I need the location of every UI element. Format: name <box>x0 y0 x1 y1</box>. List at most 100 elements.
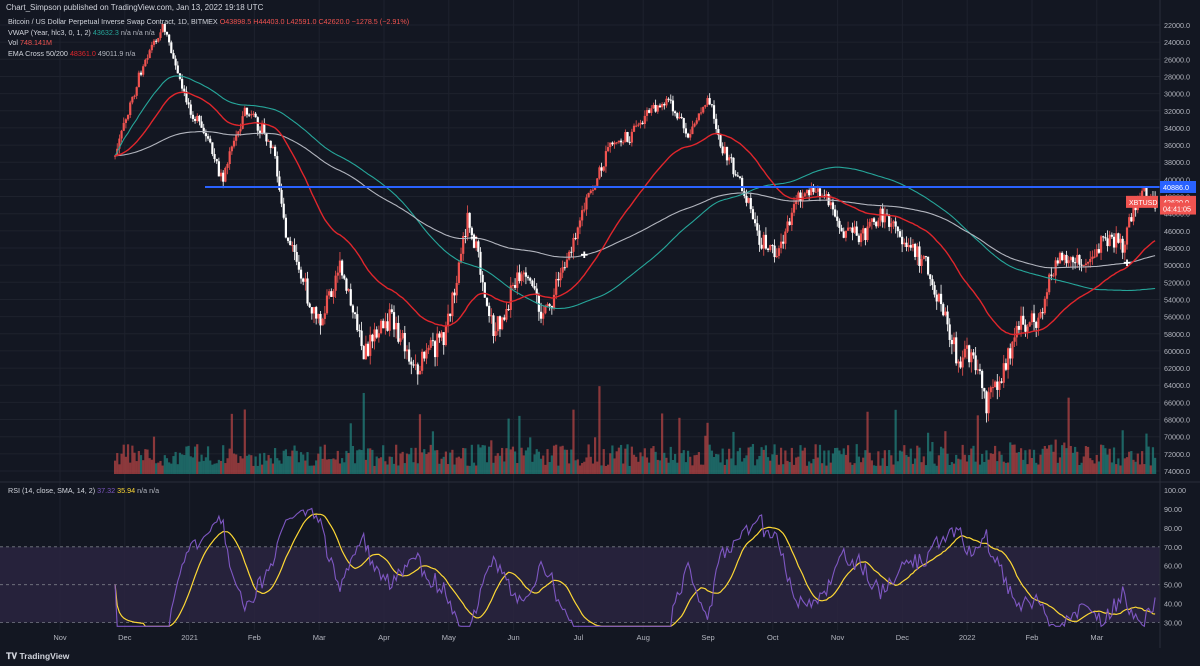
candle-body <box>961 357 964 368</box>
candle-body <box>615 142 618 144</box>
volume-bar <box>719 462 722 474</box>
candle-body <box>215 159 218 162</box>
candle-body <box>719 135 722 147</box>
ema-name[interactable]: EMA Cross 50/200 <box>8 48 68 58</box>
candle-body <box>600 167 603 171</box>
candle-body <box>196 115 199 121</box>
price-tick-label: 74000.0 <box>1164 467 1190 476</box>
vwap-name[interactable]: VWAP (Year, hlc3, 0, 1, 2) <box>8 27 91 37</box>
candle-body <box>390 309 393 313</box>
candle-body <box>122 122 125 131</box>
volume-bar <box>224 463 227 474</box>
volume-bar <box>459 458 463 474</box>
candle-body <box>265 132 268 142</box>
candle-body <box>842 231 845 238</box>
candle-body <box>773 245 776 258</box>
volume-bar <box>1078 464 1081 474</box>
candle-body <box>831 202 835 210</box>
candle-body <box>384 321 387 329</box>
volume-bar <box>782 464 785 474</box>
candle-body <box>814 191 817 193</box>
volume-bar <box>615 451 618 474</box>
candle-body <box>429 340 432 348</box>
candle-body <box>181 78 184 89</box>
candle-body <box>317 313 320 319</box>
candle-body <box>485 297 489 306</box>
candle-body <box>624 132 627 143</box>
candle-body <box>1097 249 1101 253</box>
volume-bar <box>468 465 471 474</box>
volume-bar <box>366 448 370 474</box>
candle-body <box>217 161 220 177</box>
candle-body <box>994 381 997 388</box>
volume-bar <box>1000 454 1003 474</box>
candle-body <box>827 194 830 206</box>
volume-bar <box>511 446 515 474</box>
volume-bar <box>129 462 132 474</box>
price-chart[interactable]: ✚ ✚ ✚ 22000.0 24000.0 26000.0 28000.0 30000.0 3… <box>0 0 1200 648</box>
symbol-label-text: XBTUSD <box>1129 200 1157 207</box>
rsi-name[interactable]: RSI (14, close, SMA, 14, 2) <box>8 486 96 495</box>
volume-bar <box>991 453 995 474</box>
rsi-axis: 100.00 90.00 80.00 70.00 60.00 50.00 40.00 30.0… <box>1164 486 1186 628</box>
volume-bar <box>481 445 484 474</box>
volume-bar <box>1132 459 1135 474</box>
candle-body <box>665 98 668 106</box>
volume-bar <box>386 464 389 474</box>
volume-bar <box>243 409 246 474</box>
candle-body <box>952 337 956 345</box>
volume-bar <box>587 444 590 474</box>
volume-bar <box>864 450 867 474</box>
symbol-name[interactable]: Bitcoin / US Dollar Perpetual Inverse Sw… <box>8 17 218 26</box>
volume-bar <box>139 455 143 474</box>
volume-bar <box>550 455 553 474</box>
candle-body <box>403 332 406 352</box>
candle-body <box>939 293 943 305</box>
candle-body <box>684 128 688 134</box>
candle-body <box>245 107 249 115</box>
vol-name[interactable]: Vol <box>8 38 18 48</box>
volume-bar <box>520 447 523 474</box>
volume-bar <box>981 453 984 474</box>
candle-body <box>987 392 990 414</box>
volume-bar <box>174 451 177 474</box>
rsi-ma-value: 35.94 <box>117 486 136 495</box>
candle-body <box>812 186 815 192</box>
volume-bar <box>250 455 253 474</box>
volume-bar <box>1061 445 1064 474</box>
candle-body <box>250 114 253 116</box>
volume-bar <box>330 459 333 474</box>
cross-marker: ✚ <box>581 250 589 260</box>
volume-bar <box>723 464 726 474</box>
candle-body <box>888 214 891 227</box>
volume-bar <box>485 462 489 474</box>
volume-bar <box>518 415 521 474</box>
volume-bar <box>859 462 863 474</box>
rsi-legend: RSI (14, close, SMA, 14, 2) 37.32 35.94 … <box>8 486 159 495</box>
volume-bar <box>948 464 951 474</box>
volume-bar <box>209 460 212 474</box>
volume-bar <box>862 457 865 474</box>
volume-bar <box>671 459 675 474</box>
cross-marker: ✚ <box>470 233 478 243</box>
candle-body <box>1082 264 1085 266</box>
candle-body <box>689 134 692 138</box>
candle-body <box>760 244 763 249</box>
candle-body <box>985 391 988 414</box>
volume-bar <box>818 444 822 474</box>
volume-bar <box>369 448 372 474</box>
rsi-tick-label: 30.00 <box>1164 619 1182 628</box>
tradingview-logo[interactable]: 𝐓𝐕 TradingView <box>6 651 69 662</box>
candle-body <box>118 138 121 149</box>
candle-body <box>1065 254 1068 264</box>
volume-bar <box>749 446 752 474</box>
candle-body <box>319 313 322 326</box>
volume-bar <box>907 456 910 474</box>
candle-body <box>204 133 207 137</box>
candle-body <box>431 340 435 342</box>
volume-bar <box>490 440 493 474</box>
volume-bar <box>565 449 569 474</box>
candle-body <box>468 212 471 228</box>
volume-bar <box>1002 461 1005 474</box>
volume-bar <box>691 465 694 474</box>
